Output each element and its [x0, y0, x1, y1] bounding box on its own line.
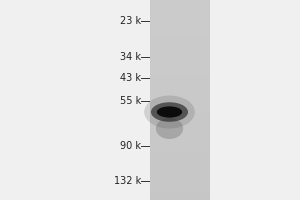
Text: 90 k: 90 k — [120, 141, 141, 151]
Text: 43 k: 43 k — [120, 73, 141, 83]
Text: 23 k: 23 k — [120, 16, 141, 26]
Ellipse shape — [144, 96, 195, 129]
Ellipse shape — [156, 118, 183, 139]
Bar — [150, 0, 210, 200]
Ellipse shape — [151, 102, 188, 122]
Ellipse shape — [157, 106, 182, 118]
Text: 34 k: 34 k — [120, 52, 141, 62]
Text: 132 k: 132 k — [114, 176, 141, 186]
Text: 55 k: 55 k — [120, 96, 141, 106]
